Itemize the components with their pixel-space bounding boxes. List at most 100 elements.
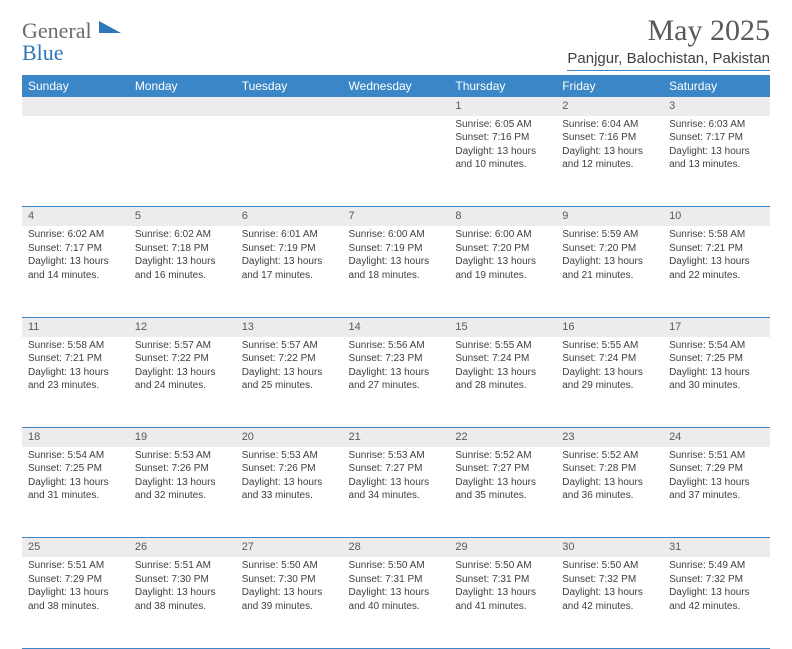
day-details: Sunrise: 5:52 AMSunset: 7:28 PMDaylight:… <box>556 447 663 507</box>
logo-flag-icon <box>99 21 121 33</box>
location-text: Panjgur, Balochistan, Pakistan <box>567 50 770 71</box>
weekday-sunday: Sunday <box>22 75 129 97</box>
day-details: Sunrise: 6:02 AMSunset: 7:18 PMDaylight:… <box>129 226 236 286</box>
day-number-cell: 15 <box>449 317 556 336</box>
day-details: Sunrise: 6:02 AMSunset: 7:17 PMDaylight:… <box>22 226 129 286</box>
logo: General Blue <box>22 14 121 64</box>
day-details: Sunrise: 5:53 AMSunset: 7:27 PMDaylight:… <box>343 447 450 507</box>
day-details: Sunrise: 6:00 AMSunset: 7:19 PMDaylight:… <box>343 226 450 286</box>
daynum-row: 45678910 <box>22 207 770 226</box>
day-cell: Sunrise: 6:01 AMSunset: 7:19 PMDaylight:… <box>236 226 343 317</box>
week-row: Sunrise: 5:51 AMSunset: 7:29 PMDaylight:… <box>22 557 770 648</box>
day-details: Sunrise: 6:00 AMSunset: 7:20 PMDaylight:… <box>449 226 556 286</box>
weekday-wednesday: Wednesday <box>343 75 450 97</box>
day-number-cell: 6 <box>236 207 343 226</box>
day-cell <box>343 116 450 207</box>
day-number-cell: 4 <box>22 207 129 226</box>
day-details: Sunrise: 5:58 AMSunset: 7:21 PMDaylight:… <box>663 226 770 286</box>
day-number-cell: 17 <box>663 317 770 336</box>
title-block: May 2025 Panjgur, Balochistan, Pakistan <box>567 14 770 71</box>
day-cell: Sunrise: 5:57 AMSunset: 7:22 PMDaylight:… <box>129 337 236 428</box>
day-cell: Sunrise: 5:49 AMSunset: 7:32 PMDaylight:… <box>663 557 770 648</box>
day-details: Sunrise: 5:56 AMSunset: 7:23 PMDaylight:… <box>343 337 450 397</box>
daynum-row: 11121314151617 <box>22 317 770 336</box>
weekday-saturday: Saturday <box>663 75 770 97</box>
day-number-cell: 30 <box>556 538 663 557</box>
day-number-cell <box>129 97 236 116</box>
day-details: Sunrise: 5:53 AMSunset: 7:26 PMDaylight:… <box>236 447 343 507</box>
week-row: Sunrise: 5:54 AMSunset: 7:25 PMDaylight:… <box>22 447 770 538</box>
day-details: Sunrise: 6:01 AMSunset: 7:19 PMDaylight:… <box>236 226 343 286</box>
day-number-cell <box>343 97 450 116</box>
day-details: Sunrise: 5:50 AMSunset: 7:31 PMDaylight:… <box>343 557 450 617</box>
day-details: Sunrise: 5:53 AMSunset: 7:26 PMDaylight:… <box>129 447 236 507</box>
day-details: Sunrise: 5:51 AMSunset: 7:29 PMDaylight:… <box>22 557 129 617</box>
day-details: Sunrise: 6:04 AMSunset: 7:16 PMDaylight:… <box>556 116 663 176</box>
day-number-cell: 7 <box>343 207 450 226</box>
day-cell: Sunrise: 5:55 AMSunset: 7:24 PMDaylight:… <box>449 337 556 428</box>
day-details: Sunrise: 5:50 AMSunset: 7:32 PMDaylight:… <box>556 557 663 617</box>
day-number-cell: 2 <box>556 97 663 116</box>
day-details: Sunrise: 6:05 AMSunset: 7:16 PMDaylight:… <box>449 116 556 176</box>
calendar-table: SundayMondayTuesdayWednesdayThursdayFrid… <box>22 75 770 649</box>
daynum-row: 25262728293031 <box>22 538 770 557</box>
day-cell: Sunrise: 6:00 AMSunset: 7:20 PMDaylight:… <box>449 226 556 317</box>
day-number-cell: 12 <box>129 317 236 336</box>
day-details: Sunrise: 5:58 AMSunset: 7:21 PMDaylight:… <box>22 337 129 397</box>
day-number-cell: 20 <box>236 428 343 447</box>
day-details: Sunrise: 5:50 AMSunset: 7:30 PMDaylight:… <box>236 557 343 617</box>
day-number-cell: 23 <box>556 428 663 447</box>
day-number-cell: 8 <box>449 207 556 226</box>
day-cell: Sunrise: 6:02 AMSunset: 7:18 PMDaylight:… <box>129 226 236 317</box>
day-details: Sunrise: 6:03 AMSunset: 7:17 PMDaylight:… <box>663 116 770 176</box>
day-cell: Sunrise: 5:56 AMSunset: 7:23 PMDaylight:… <box>343 337 450 428</box>
day-cell: Sunrise: 5:57 AMSunset: 7:22 PMDaylight:… <box>236 337 343 428</box>
day-cell: Sunrise: 5:50 AMSunset: 7:30 PMDaylight:… <box>236 557 343 648</box>
day-details: Sunrise: 5:55 AMSunset: 7:24 PMDaylight:… <box>556 337 663 397</box>
weekday-header-row: SundayMondayTuesdayWednesdayThursdayFrid… <box>22 75 770 97</box>
month-title: May 2025 <box>567 14 770 48</box>
day-cell: Sunrise: 6:05 AMSunset: 7:16 PMDaylight:… <box>449 116 556 207</box>
day-number-cell: 29 <box>449 538 556 557</box>
daynum-row: 18192021222324 <box>22 428 770 447</box>
day-details: Sunrise: 5:49 AMSunset: 7:32 PMDaylight:… <box>663 557 770 617</box>
week-row: Sunrise: 6:02 AMSunset: 7:17 PMDaylight:… <box>22 226 770 317</box>
day-number-cell: 26 <box>129 538 236 557</box>
logo-second: Blue <box>22 40 64 65</box>
day-number-cell <box>22 97 129 116</box>
day-cell <box>129 116 236 207</box>
weekday-tuesday: Tuesday <box>236 75 343 97</box>
day-number-cell: 21 <box>343 428 450 447</box>
day-cell: Sunrise: 5:54 AMSunset: 7:25 PMDaylight:… <box>22 447 129 538</box>
day-details: Sunrise: 5:54 AMSunset: 7:25 PMDaylight:… <box>22 447 129 507</box>
day-number-cell: 3 <box>663 97 770 116</box>
day-cell <box>22 116 129 207</box>
day-cell: Sunrise: 5:50 AMSunset: 7:31 PMDaylight:… <box>449 557 556 648</box>
day-cell <box>236 116 343 207</box>
day-details: Sunrise: 5:57 AMSunset: 7:22 PMDaylight:… <box>129 337 236 397</box>
day-cell: Sunrise: 5:51 AMSunset: 7:29 PMDaylight:… <box>22 557 129 648</box>
day-number-cell: 27 <box>236 538 343 557</box>
week-row: Sunrise: 5:58 AMSunset: 7:21 PMDaylight:… <box>22 337 770 428</box>
day-cell: Sunrise: 5:53 AMSunset: 7:27 PMDaylight:… <box>343 447 450 538</box>
day-number-cell: 31 <box>663 538 770 557</box>
day-number-cell: 13 <box>236 317 343 336</box>
day-number-cell: 9 <box>556 207 663 226</box>
day-cell: Sunrise: 6:02 AMSunset: 7:17 PMDaylight:… <box>22 226 129 317</box>
day-cell: Sunrise: 5:52 AMSunset: 7:28 PMDaylight:… <box>556 447 663 538</box>
day-cell: Sunrise: 5:50 AMSunset: 7:31 PMDaylight:… <box>343 557 450 648</box>
day-cell: Sunrise: 5:59 AMSunset: 7:20 PMDaylight:… <box>556 226 663 317</box>
day-cell: Sunrise: 5:51 AMSunset: 7:30 PMDaylight:… <box>129 557 236 648</box>
day-number-cell: 16 <box>556 317 663 336</box>
day-details: Sunrise: 5:54 AMSunset: 7:25 PMDaylight:… <box>663 337 770 397</box>
weekday-monday: Monday <box>129 75 236 97</box>
day-details: Sunrise: 5:51 AMSunset: 7:30 PMDaylight:… <box>129 557 236 617</box>
day-cell: Sunrise: 5:58 AMSunset: 7:21 PMDaylight:… <box>663 226 770 317</box>
day-cell: Sunrise: 5:55 AMSunset: 7:24 PMDaylight:… <box>556 337 663 428</box>
day-cell: Sunrise: 6:03 AMSunset: 7:17 PMDaylight:… <box>663 116 770 207</box>
day-number-cell: 24 <box>663 428 770 447</box>
day-number-cell: 18 <box>22 428 129 447</box>
day-cell: Sunrise: 5:52 AMSunset: 7:27 PMDaylight:… <box>449 447 556 538</box>
day-details: Sunrise: 5:50 AMSunset: 7:31 PMDaylight:… <box>449 557 556 617</box>
week-row: Sunrise: 6:05 AMSunset: 7:16 PMDaylight:… <box>22 116 770 207</box>
